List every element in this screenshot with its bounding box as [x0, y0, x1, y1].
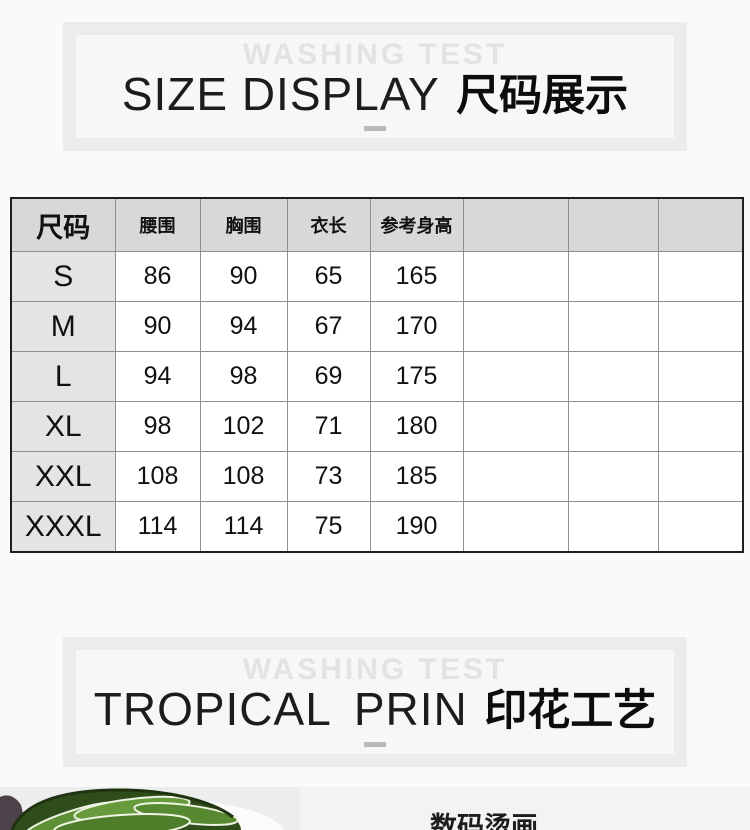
chest-cell: 114 — [199, 501, 288, 553]
height-cell: 170 — [369, 301, 464, 352]
waist-cell: 90 — [114, 301, 201, 352]
height-cell: 185 — [369, 451, 464, 502]
height-cell: 190 — [369, 501, 464, 553]
size-label-cell: S — [10, 251, 116, 302]
col-header-size: 尺码 — [10, 197, 116, 252]
col-header-empty-2 — [567, 197, 659, 252]
size-row-l: L 94 98 69 175 — [10, 351, 744, 402]
print-craft-title-zh: 印花工艺 — [484, 687, 657, 735]
chest-cell: 108 — [199, 451, 288, 502]
size-label-cell: L — [10, 351, 116, 402]
size-display-banner: WASHING TEST SIZE DISPLAY 尺码展示 — [63, 22, 687, 151]
length-cell: 65 — [286, 251, 371, 302]
height-cell: 180 — [369, 401, 464, 452]
print-craft-title-en: TROPICAL PRIN — [93, 683, 468, 735]
length-cell: 69 — [286, 351, 371, 402]
washing-test-watermark: WASHING TEST — [242, 653, 508, 686]
size-display-title-zh: 尺码展示 — [456, 71, 629, 120]
chest-cell: 90 — [199, 251, 288, 302]
size-row-xxl: XXL 108 108 73 185 — [10, 451, 744, 502]
size-label-cell: XXXL — [10, 501, 116, 553]
height-cell: 175 — [369, 351, 464, 402]
empty-cell — [657, 301, 744, 352]
empty-cell — [657, 451, 744, 502]
col-header-chest: 胸围 — [199, 197, 288, 252]
col-header-waist: 腰围 — [114, 197, 201, 252]
empty-cell — [567, 501, 659, 553]
waist-cell: 114 — [114, 501, 201, 553]
height-cell: 165 — [369, 251, 464, 302]
print-craft-banner-inner: WASHING TEST TROPICAL PRIN 印花工艺 — [76, 650, 674, 754]
size-label-cell: XXL — [10, 451, 116, 502]
waist-cell: 86 — [114, 251, 201, 302]
empty-cell — [567, 401, 659, 452]
empty-cell — [462, 451, 569, 502]
length-cell: 73 — [286, 451, 371, 502]
size-row-xl: XL 98 102 71 180 — [10, 401, 744, 452]
process-label: 数码烫画 — [430, 812, 538, 830]
length-cell: 75 — [286, 501, 371, 553]
col-header-height: 参考身高 — [369, 197, 464, 252]
waist-cell: 94 — [114, 351, 201, 402]
empty-cell — [462, 501, 569, 553]
col-header-empty-3 — [657, 197, 744, 252]
banner-dash — [364, 126, 386, 131]
empty-cell — [462, 301, 569, 352]
table-header-row: 尺码 腰围 胸围 衣长 参考身高 — [10, 197, 744, 252]
empty-cell — [462, 401, 569, 452]
size-label-cell: M — [10, 301, 116, 352]
chest-cell: 102 — [199, 401, 288, 452]
empty-cell — [657, 501, 744, 553]
empty-cell — [567, 251, 659, 302]
size-display-title-en: SIZE DISPLAY — [121, 67, 440, 120]
empty-cell — [657, 251, 744, 302]
chest-cell: 94 — [199, 301, 288, 352]
empty-cell — [462, 251, 569, 302]
banner-dash — [364, 742, 386, 747]
chest-cell: 98 — [199, 351, 288, 402]
print-process-section: 数码烫画 — [0, 787, 750, 830]
size-label-cell: XL — [10, 401, 116, 452]
empty-cell — [657, 401, 744, 452]
waist-cell: 98 — [114, 401, 201, 452]
empty-cell — [567, 351, 659, 402]
length-cell: 67 — [286, 301, 371, 352]
col-header-empty-1 — [462, 197, 569, 252]
size-row-xxxl: XXXL 114 114 75 190 — [10, 501, 744, 553]
size-row-m: M 90 94 67 170 — [10, 301, 744, 352]
length-cell: 71 — [286, 401, 371, 452]
col-header-length: 衣长 — [286, 197, 371, 252]
size-display-title: SIZE DISPLAY 尺码展示 — [122, 61, 628, 123]
print-craft-title: TROPICAL PRIN 印花工艺 — [94, 676, 656, 738]
print-craft-banner: WASHING TEST TROPICAL PRIN 印花工艺 — [63, 637, 687, 767]
size-chart-table: 尺码 腰围 胸围 衣长 参考身高 S 86 90 65 165 M 90 94 … — [10, 197, 744, 553]
size-row-s: S 86 90 65 165 — [10, 251, 744, 302]
empty-cell — [657, 351, 744, 402]
size-display-banner-inner: WASHING TEST SIZE DISPLAY 尺码展示 — [76, 35, 674, 138]
washing-test-watermark: WASHING TEST — [242, 38, 508, 71]
empty-cell — [567, 301, 659, 352]
empty-cell — [462, 351, 569, 402]
tropical-leaf-photo — [0, 787, 300, 830]
empty-cell — [567, 451, 659, 502]
waist-cell: 108 — [114, 451, 201, 502]
